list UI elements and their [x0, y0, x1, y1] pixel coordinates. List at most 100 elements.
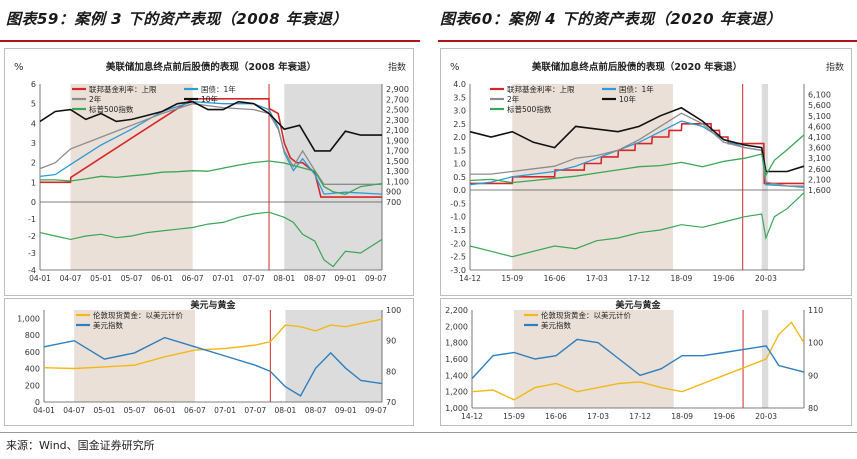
- gold-tick-label: 200: [25, 381, 40, 390]
- series-line-ffr: [40, 98, 382, 198]
- x-tick-label: 07-07: [243, 274, 265, 283]
- series-line-t1: [39, 101, 383, 195]
- left-unit-label: %: [450, 62, 460, 73]
- gold-tick-label: 1,000: [445, 404, 468, 413]
- legend-label-t10: 10年: [619, 94, 637, 104]
- x-tick-label: 07-01: [214, 406, 236, 415]
- x-tick-label: 05-01: [93, 406, 115, 415]
- rate-tick-label: 3: [31, 139, 36, 148]
- right-unit-label: 指数: [388, 61, 406, 73]
- series-line-spx: [469, 134, 805, 184]
- spread-tick-label: -4: [28, 266, 36, 275]
- x-tick-label: 20-03: [755, 412, 777, 421]
- series-line-t10: [469, 106, 805, 173]
- x-tick-label: 09-07: [365, 406, 387, 415]
- series-line-t10: [39, 100, 382, 152]
- spx-tick-label: 2,500: [386, 106, 409, 115]
- rate-tick-label: 0.5: [453, 173, 466, 182]
- panel-59-top: [4, 48, 414, 296]
- x-tick-label: 16-06: [545, 412, 567, 421]
- spx-tick-label: 1,500: [386, 157, 409, 166]
- spx-tick-label: 2,300: [386, 116, 409, 125]
- x-tick-label: 09-01: [334, 274, 356, 283]
- spx-tick-label: 2,700: [386, 95, 409, 104]
- rate-tick-label: 3.5: [453, 93, 466, 102]
- shaded-period-0: [70, 84, 193, 270]
- top-chart-title: 美联储加息终点前后股债的表现（2020 年衰退）: [531, 61, 742, 73]
- x-tick-label: 17-12: [629, 412, 651, 421]
- spread-line: [469, 192, 805, 258]
- top-chart-title: 美联储加息终点前后股债的表现（2008 年衰退）: [105, 61, 316, 73]
- panel-59-bottom: [4, 298, 414, 426]
- rate-tick-label: 2.5: [453, 120, 466, 129]
- spread-line: [39, 211, 383, 268]
- rate-tick-label: 6: [31, 80, 36, 89]
- legend-label-t2: 2年: [507, 94, 520, 104]
- bottom-chart-title: 美元与黄金: [615, 299, 661, 311]
- spx-tick-label: 3,100: [808, 154, 831, 163]
- panel-60-top: [440, 48, 852, 296]
- shaded-period-0: [74, 310, 195, 402]
- chart-59-rates-spx: 美联储加息终点前后股债的表现（2008 年衰退）% 指数 0 1 2 3 4 5 6 -4 -3 -2…: [14, 61, 409, 283]
- legend-label-spx: 标普500指数: [89, 104, 134, 114]
- spread-tick-label: -0.5: [450, 199, 466, 208]
- title-rule-60: [438, 40, 857, 42]
- spx-tick-label: 2,100: [386, 126, 409, 135]
- x-tick-label: 09-01: [335, 406, 357, 415]
- x-tick-label: 18-09: [670, 274, 692, 283]
- chart-59-gold-dxy: 美元与黄金 0 200 400 600 800 1,000 70 80 90 100 04-01 04-…: [17, 299, 401, 415]
- dxy-tick-label: 100: [808, 339, 823, 348]
- gold-tick-label: 1,800: [445, 339, 468, 348]
- chart-60-gold-dxy: 美元与黄金 1,000 1,200 1,400 1,600 1,800 2,000 2,200…: [445, 299, 823, 421]
- spx-tick-label: 1,700: [386, 147, 409, 156]
- title-rule-59: [0, 40, 420, 42]
- dxy-tick-label: 110: [808, 306, 823, 315]
- figure-60-title: 图表60：案例 4 下的资产表现（2020 年衰退）: [440, 10, 782, 28]
- x-tick-label: 14-12: [461, 412, 483, 421]
- dxy-tick-label: 70: [386, 398, 396, 407]
- spx-tick-label: 5,600: [808, 101, 831, 110]
- rate-tick-label: 1.0: [453, 160, 466, 169]
- shaded-period-0: [514, 310, 674, 408]
- chart-60-rates-spx: 美联储加息终点前后股债的表现（2020 年衰退）% 指数 0.0 0.5 1.0 1.5 2…: [450, 61, 844, 283]
- x-tick-label: 08-07: [305, 406, 327, 415]
- spx-tick-label: 5,100: [808, 112, 831, 121]
- spread-tick-label: -3.0: [450, 266, 466, 275]
- x-tick-label: 15-09: [501, 274, 523, 283]
- x-tick-label: 08-01: [273, 274, 295, 283]
- rate-tick-label: 3.0: [453, 107, 466, 116]
- left-unit-label: %: [14, 62, 24, 73]
- spread-tick-label: -1.5: [450, 226, 466, 235]
- spread-tick-label: -2.0: [450, 239, 466, 248]
- legend-label-dxy: 美元指数: [93, 320, 123, 330]
- x-tick-label: 17-03: [587, 412, 609, 421]
- dxy-tick-label: 90: [808, 371, 818, 380]
- x-tick-label: 09-07: [365, 274, 387, 283]
- spx-tick-label: 3,600: [808, 144, 831, 153]
- gold-tick-label: 800: [25, 331, 40, 340]
- x-tick-label: 06-07: [184, 406, 206, 415]
- series-line-spx: [40, 160, 383, 195]
- x-tick-label: 19-06: [713, 274, 735, 283]
- x-tick-label: 20-03: [755, 274, 777, 283]
- x-tick-label: 19-06: [713, 412, 735, 421]
- dxy-tick-label: 100: [386, 306, 401, 315]
- gold-tick-label: 2,000: [445, 322, 468, 331]
- series-line-dxy: [43, 336, 383, 397]
- spx-tick-label: 700: [386, 198, 401, 207]
- dxy-tick-label: 80: [808, 404, 818, 413]
- shaded-period-1: [284, 84, 382, 270]
- x-tick-label: 08-07: [304, 274, 326, 283]
- gold-tick-label: 400: [25, 365, 40, 374]
- gold-tick-label: 1,400: [445, 371, 468, 380]
- rate-tick-label: 2: [31, 159, 36, 168]
- x-tick-label: 06-07: [182, 274, 204, 283]
- series-line-ffr: [470, 123, 804, 185]
- x-tick-label: 17-03: [586, 274, 608, 283]
- spx-tick-label: 1,600: [808, 186, 831, 195]
- rate-tick-label: 5: [31, 100, 36, 109]
- x-tick-label: 05-07: [124, 406, 146, 415]
- spx-tick-label: 1,900: [386, 136, 409, 145]
- panel-60-bottom: [440, 298, 852, 426]
- rate-tick-label: 4: [31, 119, 36, 128]
